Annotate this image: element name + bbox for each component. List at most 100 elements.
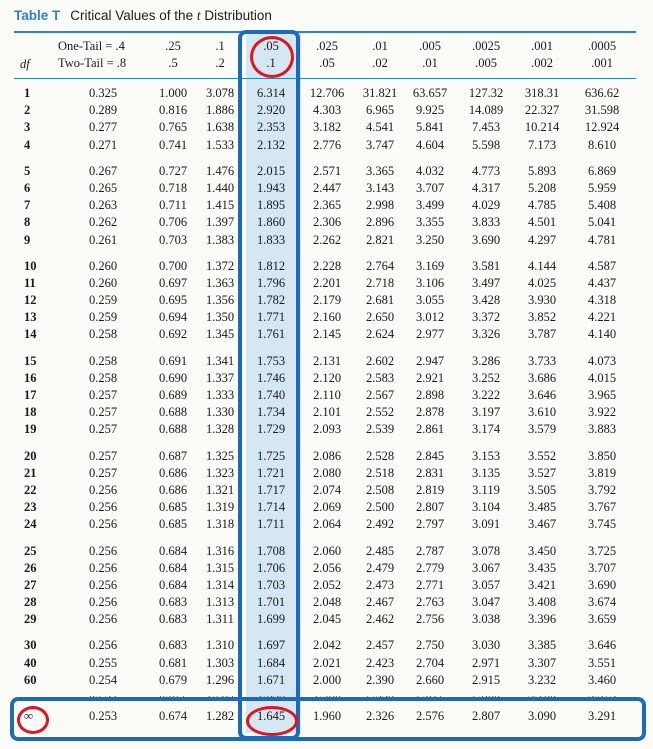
df-cell: 5	[24, 163, 31, 178]
value-cell: 3.055	[415, 293, 445, 308]
value-cell: 2.447	[312, 180, 342, 195]
value-cell: 2.764	[365, 258, 395, 273]
value-cell: 1.706	[256, 560, 286, 575]
value-cell: 2.262	[312, 232, 342, 247]
value-cell: 2.048	[312, 595, 342, 610]
value-cell: 0.674	[158, 709, 188, 723]
table-row: 13 0.259 0.694 1.350 1.771 2.160 2.650 3.012 3.3…	[14, 310, 636, 327]
value-cell: 31.821	[362, 86, 398, 100]
table-row: 6 0.265 0.718 1.440 1.943 2.447 3.143 3.707 4.31…	[14, 181, 636, 198]
value-cell: 4.025	[527, 275, 557, 290]
two-tail-value: .02	[372, 56, 388, 70]
row-group: 20 0.257 0.687 1.325 1.725 2.086 2.528 2.845 3.1…	[14, 449, 636, 535]
value-cell: 1.000	[158, 86, 188, 100]
value-cell: 3.057	[471, 577, 501, 592]
value-cell: 4.032	[415, 163, 445, 178]
value-cell: 1.415	[205, 198, 235, 213]
table-row: 25 0.256 0.684 1.316 1.708 2.060 2.485 2.787 3.0…	[14, 544, 636, 561]
value-cell: 2.998	[365, 198, 395, 213]
value-cell: 3.833	[471, 215, 501, 230]
two-tail-value: .001	[591, 56, 613, 70]
column-header: .01.02	[358, 38, 402, 78]
table-row: 27 0.256 0.684 1.314 1.703 2.052 2.473 2.771 3.0…	[14, 578, 636, 595]
value-cell: 2.861	[415, 422, 445, 437]
value-cell: 4.437	[587, 275, 617, 290]
value-cell: 1.350	[205, 310, 235, 325]
table-row: 9 0.261 0.703 1.383 1.833 2.262 2.821 3.250 3.69…	[14, 233, 636, 250]
row-group: 25 0.256 0.684 1.316 1.708 2.060 2.485 2.787 3.0…	[14, 544, 636, 630]
table-row: 8 0.262 0.706 1.397 1.860 2.306 2.896 3.355 3.83…	[14, 215, 636, 232]
value-cell: 3.169	[415, 258, 445, 273]
value-cell: 3.787	[527, 327, 557, 342]
df-cell: 21	[24, 465, 37, 480]
value-cell: 3.527	[527, 465, 557, 480]
value-cell: 1.333	[205, 388, 235, 402]
value-cell: 2.807	[415, 500, 445, 515]
value-cell: 2.060	[312, 543, 342, 558]
value-cell: 1.860	[256, 215, 286, 230]
table-row: 22 0.256 0.686 1.321 1.717 2.074 2.508 2.819 3.1…	[14, 483, 636, 500]
value-cell: 3.819	[587, 465, 617, 480]
value-cell: 3.355	[415, 215, 445, 230]
value-cell: 0.258	[88, 370, 118, 385]
value-cell: 1.708	[256, 543, 286, 558]
value-cell: 3.707	[415, 180, 445, 195]
table-row: 4 0.271 0.741 1.533 2.132 2.776 3.747 4.604 5.59…	[14, 138, 636, 155]
value-cell: 0.681	[158, 655, 188, 670]
value-cell: 0.256	[88, 638, 118, 653]
value-cell: 3.182	[312, 120, 342, 135]
value-cell: 0.706	[158, 215, 188, 230]
value-cell: 0.325	[88, 86, 118, 100]
value-cell: 2.779	[415, 560, 445, 575]
df-cell: 12	[24, 293, 37, 308]
value-cell: 3.135	[471, 465, 501, 480]
value-cell: 2.093	[312, 422, 342, 437]
value-cell: 1.701	[256, 595, 286, 610]
value-cell: 1.753	[256, 353, 286, 368]
value-cell: 0.685	[158, 500, 188, 515]
value-cell: 0.765	[158, 120, 188, 135]
value-cell: 2.704	[415, 655, 445, 670]
value-cell: 2.201	[312, 275, 342, 290]
value-cell: 0.683	[158, 595, 188, 610]
value-cell: 0.271	[88, 137, 118, 152]
one-tail-value: .01	[372, 39, 388, 53]
value-cell: 6.314	[256, 86, 286, 100]
value-cell: 2.567	[365, 388, 395, 402]
value-cell: 0.277	[88, 120, 118, 135]
value-cell: 5.959	[587, 180, 617, 195]
value-cell: 1.886	[205, 103, 235, 118]
table-row: 19 0.257 0.688 1.328 1.729 2.093 2.539 2.861 3.1…	[14, 422, 636, 439]
value-cell: 2.821	[365, 232, 395, 247]
value-cell: 5.841	[415, 120, 445, 135]
value-cell: 1.311	[206, 612, 234, 627]
value-cell: 2.920	[256, 103, 286, 118]
value-cell: 3.091	[471, 517, 501, 532]
title-text-after: Distribution	[200, 8, 272, 23]
value-cell: 2.681	[365, 293, 395, 308]
value-cell: 2.000	[312, 672, 342, 687]
value-cell: 3.012	[415, 310, 445, 325]
value-cell: 2.650	[365, 310, 395, 325]
value-cell: 0.258	[88, 353, 118, 368]
title-t-symbol: t	[196, 8, 201, 23]
one-tail-value: .1	[215, 39, 225, 53]
value-cell: 4.541	[365, 120, 395, 135]
value-cell: 0.694	[158, 310, 188, 325]
value-cell: 3.396	[527, 612, 557, 627]
value-cell: 1.714	[256, 500, 286, 515]
value-cell: 1.782	[256, 293, 286, 308]
value-cell: 2.086	[312, 448, 342, 463]
value-cell: 3.485	[527, 500, 557, 515]
df-cell: 6	[24, 180, 31, 195]
value-cell: 0.257	[88, 422, 118, 437]
value-cell: 3.659	[587, 612, 617, 627]
value-cell: 2.015	[256, 163, 286, 178]
table-row: 3 0.277 0.765 1.638 2.353 3.182 4.541 5.841 7.45…	[14, 120, 636, 137]
value-cell: 1.314	[205, 577, 235, 592]
value-cell: 1.812	[256, 258, 286, 273]
value-cell: 6.869	[587, 163, 617, 178]
value-cell: 3.385	[527, 638, 557, 653]
table-row: 2 0.289 0.816 1.886 2.920 4.303 6.965 9.925 14.0…	[14, 103, 636, 120]
